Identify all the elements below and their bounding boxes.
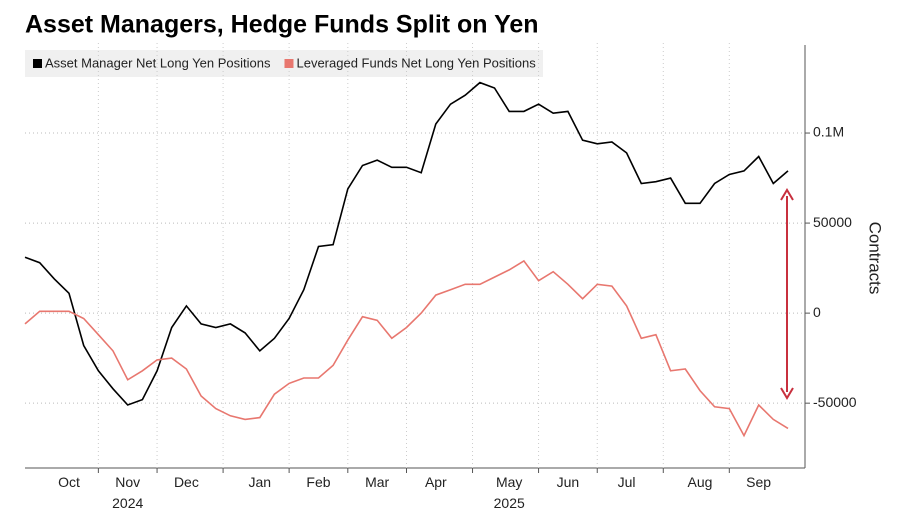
legend-swatch [284,59,294,68]
x-tick-label: Oct [58,474,80,490]
legend-label: Asset Manager Net Long Yen Positions [45,55,271,70]
y-tick-label: -50000 [813,394,857,410]
x-tick-label: May 2025 [493,474,525,510]
legend-swatch [33,59,42,68]
x-tick-label: Aug [687,474,713,490]
series-line [24,259,789,438]
x-tick-label: Feb [306,474,331,490]
chart-title: Asset Managers, Hedge Funds Split on Yen [25,11,539,39]
x-tick-label: Nov 2024 [112,474,144,510]
x-tick-label: Sep [746,474,772,490]
gap-arrow [780,188,794,400]
x-tick-label: Jun [556,474,580,490]
legend-label: Leveraged Funds Net Long Yen Positions [296,55,536,70]
y-tick-label: 0.1M [813,124,844,140]
x-tick-label: Dec [173,474,199,490]
x-tick-label: Jan [248,474,272,490]
x-tick-label: Jul [617,474,636,490]
legend-background [25,50,543,77]
y-tick-label: 0 [813,304,821,320]
y-axis-label: Contracts [866,222,885,295]
x-tick-label: Mar [365,474,390,490]
y-tick-label: 50000 [813,214,852,230]
x-tick-label: Apr [424,474,447,490]
series-line [24,81,789,406]
